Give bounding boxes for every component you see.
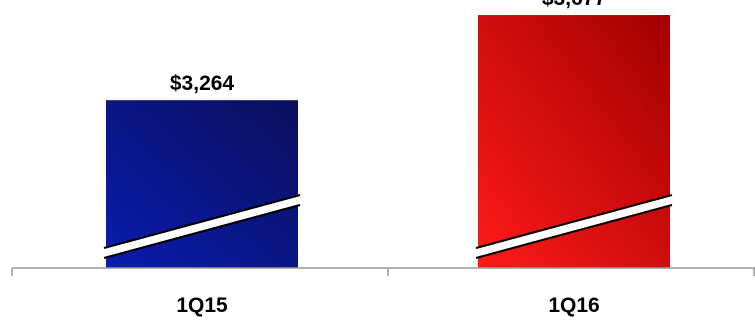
x-tick-label: 1Q15 <box>176 294 228 317</box>
axis-break-mark <box>104 196 300 257</box>
labels-group: $3,264 1Q15 $3,677 1Q16 <box>170 0 606 317</box>
data-label: $3,677 <box>542 0 606 10</box>
axis-break-line-upper <box>103 194 301 249</box>
axis-break-line-lower <box>103 204 301 259</box>
axis-break-mark <box>476 196 672 257</box>
x-tick-label: 1Q16 <box>548 294 599 317</box>
axis-break-line-lower <box>475 204 673 259</box>
data-label: $3,264 <box>170 72 235 95</box>
axis-break-line-upper <box>475 194 673 249</box>
bars-group <box>103 15 673 269</box>
x-axis <box>11 267 755 276</box>
